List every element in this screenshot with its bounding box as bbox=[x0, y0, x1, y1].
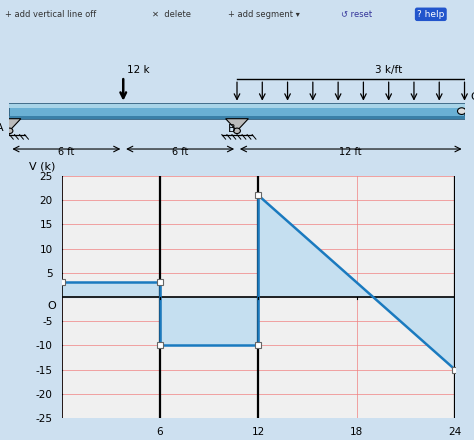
Text: O: O bbox=[47, 301, 56, 311]
Circle shape bbox=[234, 128, 240, 134]
Text: + add segment ▾: + add segment ▾ bbox=[228, 10, 300, 19]
Polygon shape bbox=[226, 119, 248, 131]
Polygon shape bbox=[160, 297, 258, 345]
Text: + add vertical line off: + add vertical line off bbox=[5, 10, 96, 19]
Text: ✕  delete: ✕ delete bbox=[152, 10, 191, 19]
Bar bbox=[9, 103, 465, 119]
Polygon shape bbox=[62, 282, 160, 297]
Circle shape bbox=[457, 108, 466, 114]
Polygon shape bbox=[0, 119, 21, 131]
Text: ↺ reset: ↺ reset bbox=[341, 10, 373, 19]
Text: ? help: ? help bbox=[417, 10, 445, 19]
Text: 6 ft: 6 ft bbox=[58, 147, 74, 157]
Circle shape bbox=[6, 128, 13, 134]
Text: C: C bbox=[470, 92, 474, 102]
Text: 12 ft: 12 ft bbox=[339, 147, 362, 157]
Text: 6 ft: 6 ft bbox=[172, 147, 188, 157]
Text: A: A bbox=[0, 123, 4, 133]
Bar bbox=[9, 103, 465, 108]
Text: 12 k: 12 k bbox=[127, 65, 150, 75]
Text: V (k): V (k) bbox=[29, 161, 55, 171]
Text: B: B bbox=[228, 124, 235, 134]
Polygon shape bbox=[258, 195, 455, 370]
Bar bbox=[9, 117, 465, 119]
Text: 3 k/ft: 3 k/ft bbox=[375, 65, 402, 75]
